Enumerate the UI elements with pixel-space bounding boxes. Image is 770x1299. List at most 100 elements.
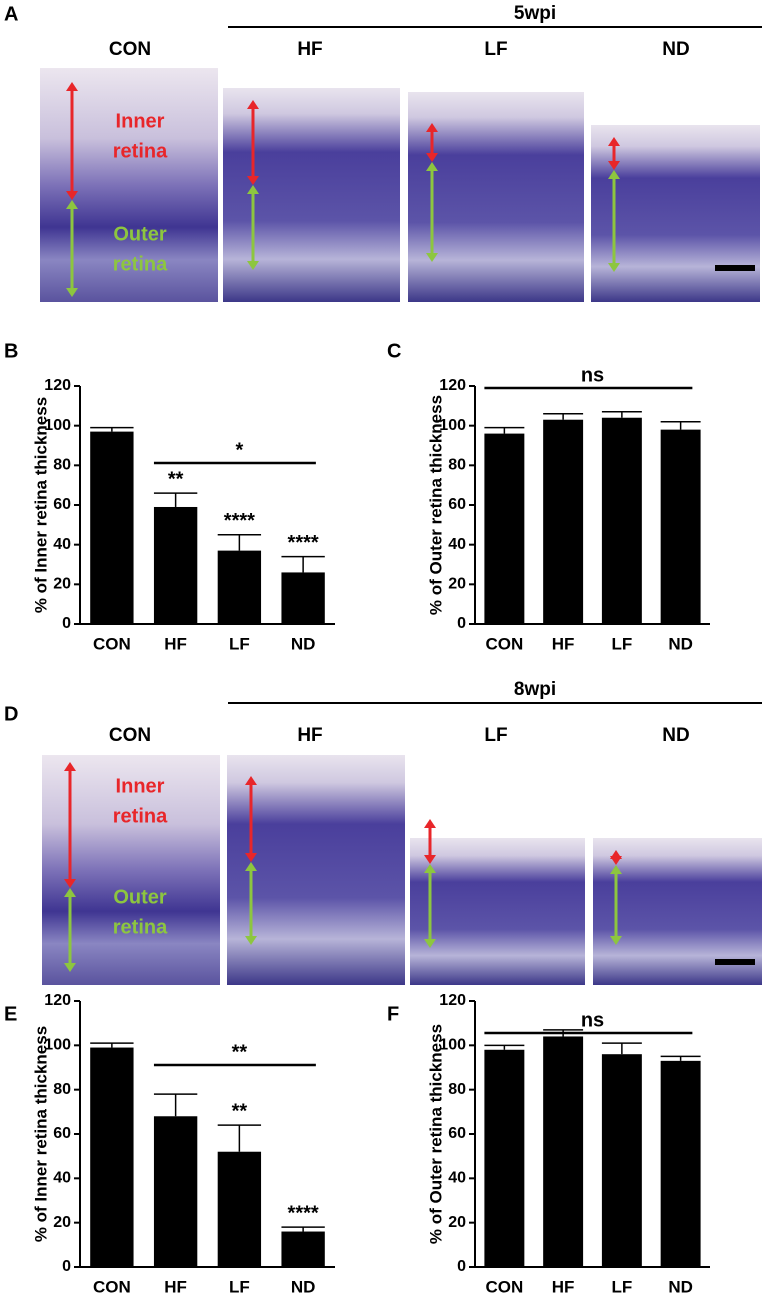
histology-image (227, 755, 405, 985)
arrow-head (64, 963, 76, 972)
y-tick-label: 80 (53, 457, 71, 474)
arrow-head (64, 888, 76, 897)
arrow-head (610, 856, 622, 865)
bar (217, 550, 262, 624)
arrow-head (426, 123, 438, 132)
arrow-head (608, 161, 620, 170)
y-tick-label: 100 (44, 417, 71, 434)
x-tick-label: HF (164, 1277, 187, 1296)
bracket-label: ** (232, 1041, 248, 1063)
x-tick-label: HF (164, 634, 187, 653)
y-tick-label: 20 (53, 1214, 71, 1231)
x-tick-label: ND (291, 634, 316, 653)
outer-label: retina (113, 916, 168, 938)
y-tick-label: 120 (44, 992, 71, 1009)
arrow-head (610, 865, 622, 874)
bar (90, 431, 134, 624)
histology-image (40, 68, 218, 302)
outer-label: Outer (113, 223, 167, 245)
y-tick-label: 60 (448, 1125, 466, 1142)
arrow-head (66, 200, 78, 209)
y-tick-label: 120 (439, 377, 466, 394)
x-tick-label: HF (552, 1277, 575, 1296)
condition-label: ND (662, 39, 689, 60)
histology-image (410, 838, 585, 985)
panel-letter: D (4, 703, 18, 725)
y-tick-label: 40 (53, 1170, 71, 1187)
arrow-head (608, 137, 620, 146)
arrow-head (426, 153, 438, 162)
inner-label: retina (113, 140, 168, 162)
bar (484, 433, 525, 624)
x-tick-label: LF (611, 634, 632, 653)
outer-label: retina (113, 253, 168, 275)
bracket-label: * (235, 439, 243, 461)
arrow-head (247, 185, 259, 194)
bar (153, 1116, 198, 1267)
bracket-label: ns (581, 364, 604, 386)
x-tick-label: CON (93, 1277, 131, 1296)
significance: **** (288, 1202, 319, 1224)
arrow-head (424, 819, 436, 828)
arrow-head (66, 191, 78, 200)
arrow-head (426, 162, 438, 171)
condition-label: HF (297, 725, 322, 746)
bar (543, 419, 584, 624)
y-tick-label: 0 (457, 615, 466, 632)
arrow-head (610, 936, 622, 945)
y-tick-label: 20 (448, 576, 466, 593)
y-tick-label: 0 (62, 1258, 71, 1275)
y-tick-label: 120 (44, 377, 71, 394)
x-tick-label: LF (229, 634, 250, 653)
y-axis-label: % of Inner retina thickness (31, 1026, 50, 1242)
histology-image (42, 755, 220, 985)
y-tick-label: 100 (439, 1037, 466, 1054)
arrow-head (608, 263, 620, 272)
y-tick-label: 40 (448, 1170, 466, 1187)
y-tick-label: 0 (457, 1258, 466, 1275)
y-tick-label: 40 (448, 536, 466, 553)
bar (90, 1047, 134, 1267)
bar (217, 1151, 262, 1267)
x-tick-label: LF (611, 1277, 632, 1296)
significance: ** (168, 468, 184, 490)
arrow-head (426, 253, 438, 262)
bar (601, 417, 642, 624)
condition-label: HF (297, 39, 322, 60)
y-tick-label: 60 (53, 1125, 71, 1142)
inner-label: Inner (116, 775, 165, 797)
x-tick-label: ND (291, 1277, 316, 1296)
x-tick-label: CON (485, 634, 523, 653)
y-tick-label: 40 (53, 536, 71, 553)
arrow-head (424, 939, 436, 948)
inner-label: retina (113, 805, 168, 827)
y-tick-label: 60 (53, 496, 71, 513)
x-tick-label: LF (229, 1277, 250, 1296)
bar (484, 1049, 525, 1267)
y-tick-label: 120 (439, 992, 466, 1009)
arrow-head (245, 936, 257, 945)
arrow-head (424, 864, 436, 873)
x-tick-label: CON (485, 1277, 523, 1296)
bar (281, 572, 325, 624)
y-tick-label: 60 (448, 496, 466, 513)
outer-label: Outer (113, 886, 167, 908)
bar (281, 1231, 325, 1267)
panel-letter: A (4, 3, 18, 25)
condition-label: LF (484, 725, 507, 746)
y-tick-label: 100 (439, 417, 466, 434)
significance: ** (232, 1100, 248, 1122)
bar (153, 506, 198, 624)
panel-letter: F (387, 1003, 399, 1025)
arrow-head (66, 288, 78, 297)
y-axis-label: % of Outer retina thickness (426, 1024, 445, 1244)
y-tick-label: 0 (62, 615, 71, 632)
timepoint: 5wpi (514, 3, 556, 24)
significance: **** (288, 532, 319, 554)
arrow-head (245, 776, 257, 785)
y-tick-label: 20 (448, 1214, 466, 1231)
y-tick-label: 80 (448, 1081, 466, 1098)
y-axis-label: % of Outer retina thickness (426, 395, 445, 615)
arrow-head (66, 82, 78, 91)
